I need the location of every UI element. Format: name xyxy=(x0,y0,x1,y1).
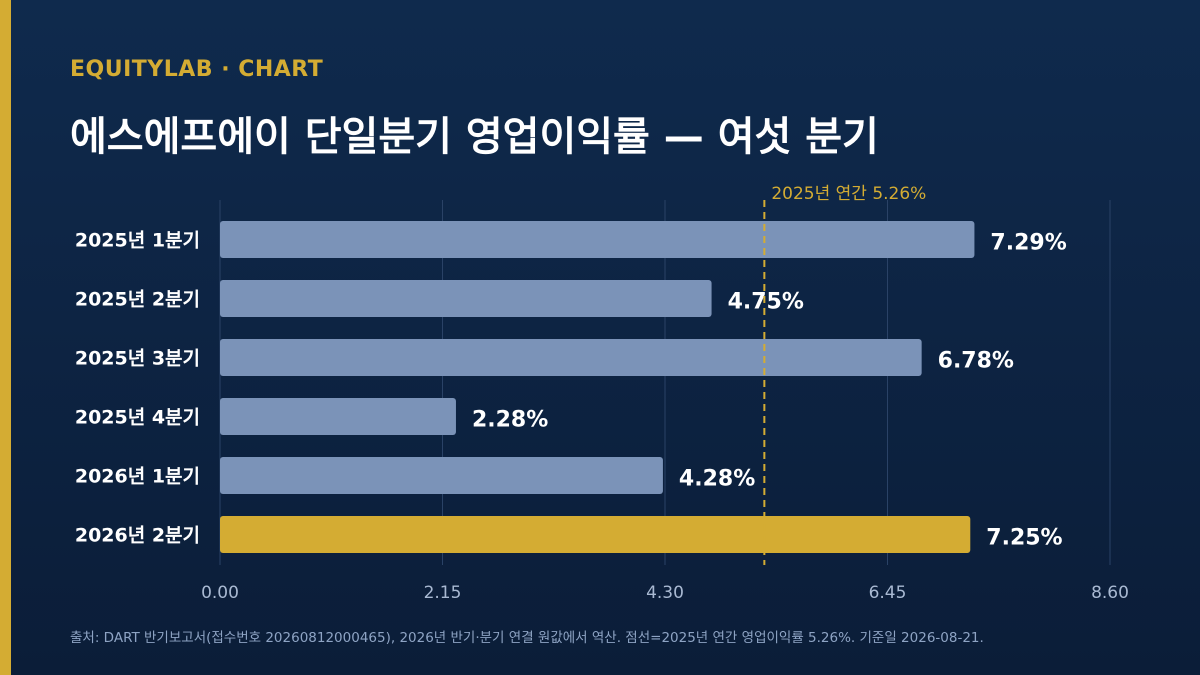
source-note: 출처: DART 반기보고서(접수번호 20260812000465), 202… xyxy=(70,630,984,646)
x-tick-label: 8.60 xyxy=(1091,583,1129,603)
x-tick-label: 4.30 xyxy=(646,583,684,603)
x-tick-label: 0.00 xyxy=(201,583,239,603)
x-tick-label: 6.45 xyxy=(869,583,907,603)
category-label: 2025년 3분기 xyxy=(75,348,200,370)
bar-highlight xyxy=(220,516,971,553)
data-label: 2.28% xyxy=(472,408,548,433)
brand-eyebrow: EQUITYLAB · CHART xyxy=(70,57,324,82)
data-label: 4.75% xyxy=(728,290,804,315)
category-label: 2026년 1분기 xyxy=(75,466,200,488)
bar xyxy=(220,398,456,435)
data-label: 4.28% xyxy=(679,467,755,492)
bar xyxy=(220,339,922,376)
data-label: 7.29% xyxy=(990,231,1066,256)
accent-bar xyxy=(0,0,11,675)
category-label: 2026년 2분기 xyxy=(75,525,200,547)
bar xyxy=(220,280,712,317)
category-label: 2025년 2분기 xyxy=(75,289,200,311)
x-tick-label: 2.15 xyxy=(424,583,462,603)
data-label: 7.25% xyxy=(986,526,1062,551)
data-label: 6.78% xyxy=(938,349,1014,374)
category-label: 2025년 4분기 xyxy=(75,407,200,429)
bar xyxy=(220,221,975,258)
category-label: 2025년 1분기 xyxy=(75,230,200,252)
reference-label: 2025년 연간 5.26% xyxy=(771,184,926,204)
chart-title: 에스에프에이 단일분기 영업이익률 — 여섯 분기 xyxy=(70,114,879,160)
bar xyxy=(220,457,663,494)
